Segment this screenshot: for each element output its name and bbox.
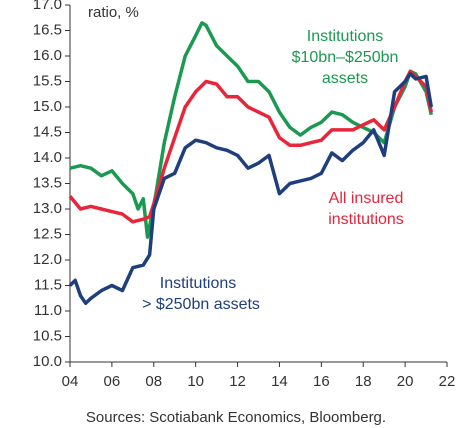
series-label: institutions bbox=[328, 211, 404, 228]
x-tick-label: 06 bbox=[104, 373, 121, 390]
series-line bbox=[69, 21, 434, 239]
y-tick-label: 16.0 bbox=[33, 47, 62, 64]
x-tick-label: 20 bbox=[397, 373, 414, 390]
source-note: Sources: Scotiabank Economics, Bloomberg… bbox=[86, 409, 386, 426]
series-line bbox=[68, 72, 434, 306]
series-label: assets bbox=[322, 70, 368, 87]
y-tick-label: 10.5 bbox=[33, 327, 62, 344]
y-tick-label: 15.0 bbox=[33, 98, 62, 115]
y-tick-label: 10.0 bbox=[33, 353, 62, 370]
chart-title: ratio, % bbox=[88, 4, 139, 21]
x-tick-label: 08 bbox=[145, 373, 162, 390]
x-tick-label: 22 bbox=[439, 373, 456, 390]
y-tick-label: 11.0 bbox=[34, 302, 62, 319]
x-tick-label: 18 bbox=[355, 373, 372, 390]
series-label: > $250bn assets bbox=[142, 296, 260, 313]
y-tick-label: 14.0 bbox=[33, 149, 62, 166]
series-label: All insured bbox=[329, 190, 404, 207]
y-tick-label: 12.5 bbox=[33, 225, 62, 242]
y-tick-label: 11.5 bbox=[34, 276, 62, 293]
y-tick-label: 14.5 bbox=[33, 123, 62, 140]
y-tick-label: 15.5 bbox=[33, 72, 62, 89]
y-tick-label: 17.0 bbox=[33, 0, 62, 13]
y-tick-label: 13.0 bbox=[33, 200, 62, 217]
series-label: $10bn–$250bn bbox=[292, 49, 399, 66]
x-tick-label: 12 bbox=[229, 373, 246, 390]
y-tick-label: 12.0 bbox=[33, 251, 62, 268]
series-label: Institutions bbox=[160, 275, 236, 292]
x-tick-label: 16 bbox=[313, 373, 330, 390]
x-tick-label: 14 bbox=[271, 373, 288, 390]
series-line bbox=[68, 69, 434, 224]
x-tick-label: 04 bbox=[62, 373, 79, 390]
series-label: Institutions bbox=[307, 28, 383, 45]
y-tick-label: 16.5 bbox=[33, 21, 62, 38]
x-tick-label: 10 bbox=[187, 373, 204, 390]
y-tick-label: 13.5 bbox=[33, 174, 62, 191]
